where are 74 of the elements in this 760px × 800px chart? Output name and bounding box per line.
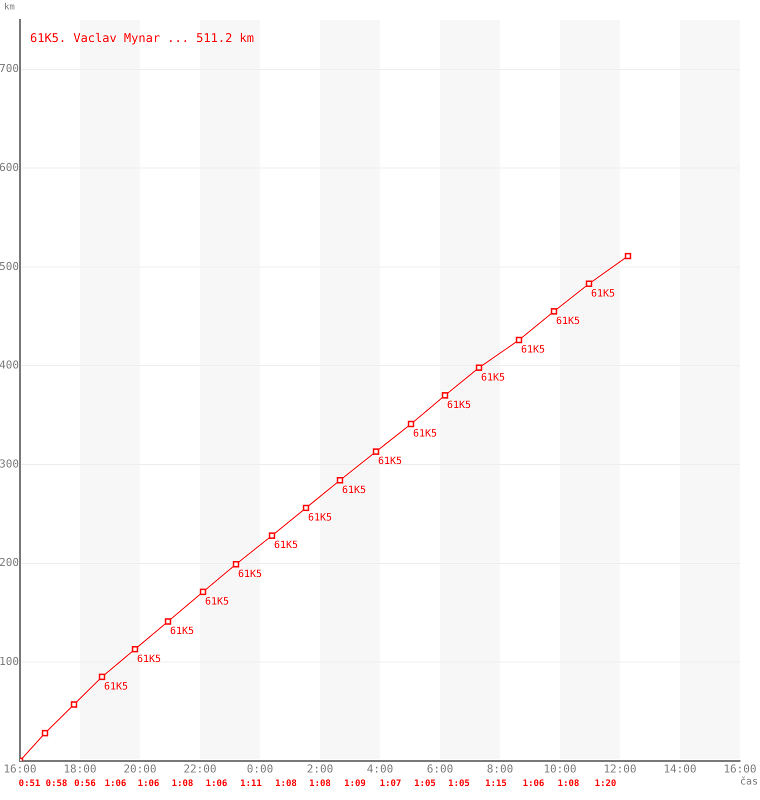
- point: [624, 252, 632, 260]
- y-tick-label: 200: [0, 556, 19, 570]
- text: 1:06: [104, 779, 126, 790]
- y-tick-label: 400: [0, 358, 19, 372]
- text: 1:15: [485, 779, 507, 790]
- annotation: 61K5: [413, 428, 438, 440]
- point: [408, 420, 414, 428]
- y-tick-label: 700: [0, 62, 19, 76]
- point: [232, 561, 240, 568]
- y-axis-title: km: [4, 2, 15, 12]
- annotation: 61K5: [205, 596, 230, 608]
- point: [442, 392, 448, 399]
- annotation: 61K5: [170, 626, 194, 638]
- x-tick-label: 14:00: [663, 762, 697, 776]
- text: 1:05: [448, 779, 470, 790]
- annotation: 61K5: [378, 456, 402, 468]
- y-tick-label: 500: [0, 260, 19, 273]
- annotation: 61K5: [556, 316, 580, 327]
- x-tick-label: 18:00: [63, 762, 97, 776]
- x-tick-label: 4:00: [366, 762, 394, 776]
- text: 1:05: [414, 779, 436, 790]
- text: 1:20: [594, 779, 616, 790]
- point: [70, 701, 78, 708]
- text: 1:08: [275, 779, 297, 790]
- annotation: 61K5: [591, 288, 616, 300]
- point: [132, 646, 138, 652]
- point: [476, 364, 482, 371]
- annotation: 61K5: [137, 654, 162, 665]
- text: 1:06: [206, 779, 228, 790]
- point: [164, 618, 172, 625]
- point: [516, 336, 522, 344]
- text: 1:08: [172, 779, 194, 790]
- x-tick-label: 2:00: [306, 762, 334, 776]
- point: [302, 504, 310, 512]
- point: [336, 477, 344, 484]
- text: 61K5. Vaclav Mynar ... 511.2 km: [30, 31, 254, 46]
- x-tick-label: 16:00: [3, 762, 37, 776]
- y-tick-label: 100: [0, 654, 19, 668]
- annotation: 61K5: [104, 681, 128, 692]
- point: [98, 674, 106, 680]
- annotation: 61K5: [274, 540, 298, 552]
- text: 1:11: [240, 779, 262, 790]
- annotation: 61K5: [447, 400, 472, 411]
- x-tick-label: 10:00: [543, 762, 577, 776]
- point: [372, 448, 380, 455]
- text: 1:09: [344, 779, 366, 790]
- text: 0:58: [46, 779, 68, 790]
- annotation: 61K5: [342, 484, 366, 496]
- x-axis-title: čas: [740, 776, 758, 788]
- annotation: 61K5: [308, 512, 332, 524]
- text: 0:56: [74, 779, 96, 790]
- point: [200, 588, 206, 596]
- text: 1:06: [138, 779, 160, 790]
- text: 1:08: [558, 779, 580, 790]
- y-tick-label: 300: [0, 457, 19, 470]
- point: [268, 532, 276, 539]
- y-tick-label: 600: [0, 161, 19, 174]
- annotation: 61K5: [521, 344, 546, 356]
- point: [586, 280, 592, 287]
- x-tick-label: 8:00: [486, 762, 514, 776]
- text: 1:06: [522, 779, 544, 790]
- annotation: 61K5: [238, 568, 262, 580]
- point: [550, 308, 558, 315]
- x-tick-label: 0:00: [246, 762, 274, 776]
- x-tick-label: 20:00: [123, 762, 157, 776]
- text: 0:51: [18, 779, 40, 790]
- annotation: 61K5: [481, 372, 506, 384]
- x-tick-label: 12:00: [603, 762, 637, 776]
- x-tick-label: 22:00: [183, 762, 217, 776]
- text: 1:08: [309, 779, 331, 790]
- x-tick-label: 16:00: [723, 762, 757, 776]
- x-tick-label: 6:00: [426, 762, 454, 776]
- text: 1:07: [380, 779, 402, 790]
- point: [42, 730, 48, 736]
